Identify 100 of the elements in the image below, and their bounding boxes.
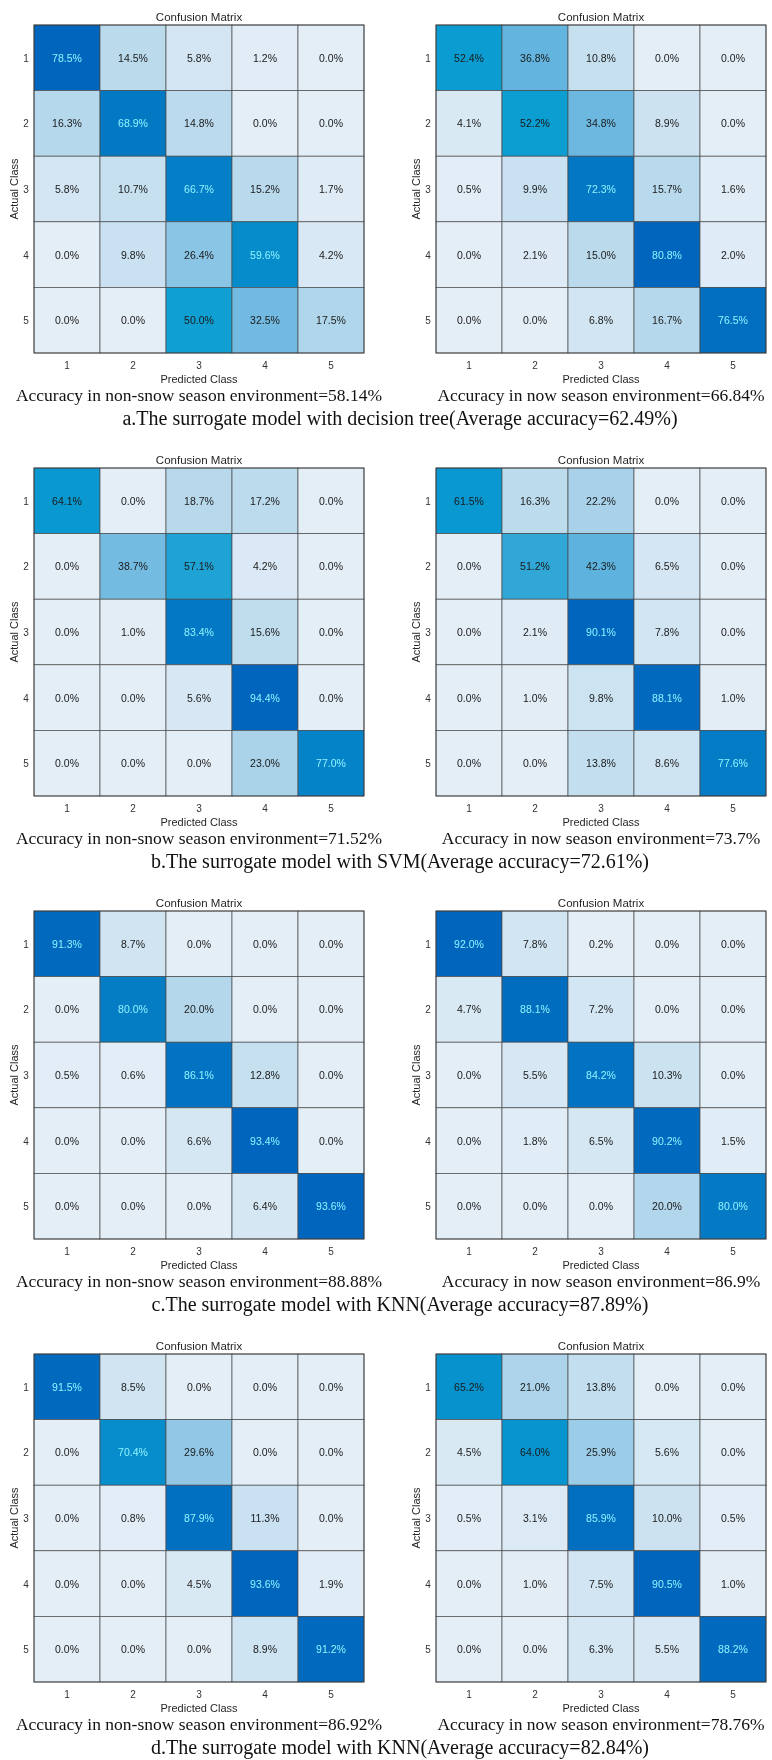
data-label: 0.0%	[655, 1003, 679, 1016]
data-label: 88.1%	[652, 691, 682, 704]
data-label: 5.6%	[655, 1446, 679, 1459]
y-axis-title: Actual Class	[410, 157, 422, 220]
text: Accuracy in non-snow season environment=88.88%	[15, 1271, 383, 1291]
x-tick-label: 3	[598, 1688, 605, 1700]
x-tick-label: 1	[466, 1245, 473, 1257]
data-label: 1.7%	[319, 183, 343, 195]
data-label: 0.0%	[55, 314, 79, 327]
data-label: 12.8%	[250, 1069, 280, 1081]
y-tick-label: 2	[23, 1446, 30, 1458]
data-label: 0.0%	[319, 691, 343, 704]
x-axis-title: Predicted Class	[160, 373, 239, 385]
text: Accuracy in non-snow season environment=71.52%	[15, 828, 383, 848]
data-label: 0.0%	[457, 1200, 481, 1213]
x-tick-label: 4	[664, 802, 671, 814]
x-tick-label: 2	[532, 1245, 539, 1257]
data-label: 52.4%	[454, 51, 484, 64]
data-label: 76.5%	[718, 314, 748, 327]
data-label: 1.6%	[721, 183, 745, 195]
text: Accuracy in now season environment=86.9%	[441, 1271, 761, 1291]
chart-title: Confusion Matrix	[557, 11, 645, 23]
data-label: 0.0%	[523, 1200, 547, 1213]
x-tick-label: 3	[598, 1245, 605, 1257]
data-label: 0.0%	[55, 1200, 79, 1213]
data-label: 80.0%	[718, 1200, 748, 1213]
data-label: 0.0%	[187, 1643, 211, 1656]
text: Accuracy in non-snow season environment=58.14%	[15, 385, 383, 405]
y-tick-label: 2	[23, 1003, 30, 1015]
data-label: 15.2%	[250, 183, 280, 195]
y-tick-label: 1	[425, 1381, 432, 1393]
x-tick-label: 1	[466, 1688, 473, 1700]
y-tick-label: 5	[23, 1200, 30, 1212]
data-label: 72.3%	[586, 183, 616, 195]
x-tick-label: 3	[196, 802, 203, 814]
x-tick-label: 4	[262, 1245, 269, 1257]
y-tick-label: 1	[23, 52, 30, 64]
data-label: 1.5%	[721, 1134, 745, 1147]
data-label: 34.8%	[586, 117, 616, 130]
x-tick-label: 2	[532, 1688, 539, 1700]
y-tick-label: 4	[23, 249, 30, 261]
data-label: 0.0%	[187, 1200, 211, 1213]
data-label: 0.0%	[589, 1200, 613, 1213]
data-label: 0.0%	[55, 1643, 79, 1656]
data-label: 61.5%	[454, 494, 484, 507]
data-label: 9.8%	[121, 248, 145, 261]
y-tick-label: 5	[425, 1200, 432, 1212]
data-label: 26.4%	[184, 248, 214, 261]
data-label: 0.0%	[457, 691, 481, 704]
data-label: 22.2%	[586, 494, 616, 507]
data-label: 8.7%	[121, 937, 145, 950]
data-label: 0.0%	[55, 1512, 79, 1524]
data-label: 25.9%	[586, 1446, 616, 1459]
data-label: 38.7%	[118, 560, 148, 573]
data-label: 77.0%	[316, 757, 346, 770]
data-label: 93.6%	[250, 1577, 280, 1590]
data-label: 5.5%	[655, 1643, 679, 1656]
data-label: 8.9%	[655, 117, 679, 130]
chart-title: Confusion Matrix	[557, 1340, 645, 1352]
data-label: 0.0%	[121, 1200, 145, 1213]
data-label: 2.1%	[523, 248, 547, 261]
data-label: 0.0%	[319, 1512, 343, 1524]
x-tick-label: 5	[730, 359, 737, 371]
x-tick-label: 3	[196, 359, 203, 371]
text: Accuracy in now season environment=73.7%	[441, 828, 761, 848]
data-label: 64.0%	[520, 1446, 550, 1459]
x-tick-label: 4	[262, 802, 269, 814]
data-label: 0.0%	[187, 757, 211, 770]
data-label: 1.0%	[721, 691, 745, 704]
data-label: 0.0%	[253, 1003, 277, 1016]
data-label: 80.8%	[652, 248, 682, 261]
data-label: 8.6%	[655, 757, 679, 770]
data-label: 6.4%	[253, 1200, 277, 1213]
data-label: 0.0%	[319, 626, 343, 638]
y-tick-label: 3	[425, 183, 432, 195]
data-label: 0.0%	[187, 1380, 211, 1393]
data-label: 0.0%	[253, 1380, 277, 1393]
y-tick-label: 1	[425, 495, 432, 507]
y-tick-label: 2	[425, 117, 432, 129]
text: Accuracy in non-snow season environment=86.92%	[15, 1714, 383, 1734]
data-label: 5.8%	[55, 183, 79, 195]
data-label: 0.0%	[457, 757, 481, 770]
data-label: 32.5%	[250, 314, 280, 327]
y-tick-label: 1	[425, 938, 432, 950]
data-label: 7.5%	[589, 1577, 613, 1590]
data-label: 66.7%	[184, 183, 214, 195]
data-label: 6.8%	[589, 314, 613, 327]
data-label: 36.8%	[520, 51, 550, 64]
data-label: 0.5%	[457, 183, 481, 195]
data-label: 0.0%	[721, 1003, 745, 1016]
data-label: 3.1%	[523, 1512, 547, 1524]
y-tick-label: 4	[23, 692, 30, 704]
y-tick-label: 5	[425, 314, 432, 326]
data-label: 57.1%	[184, 560, 214, 573]
y-tick-label: 3	[23, 183, 30, 195]
data-label: 4.1%	[457, 117, 481, 130]
data-label: 9.9%	[523, 183, 547, 195]
y-axis-title: Actual Class	[8, 157, 20, 220]
x-tick-label: 4	[262, 1688, 269, 1700]
data-label: 0.5%	[721, 1512, 745, 1524]
